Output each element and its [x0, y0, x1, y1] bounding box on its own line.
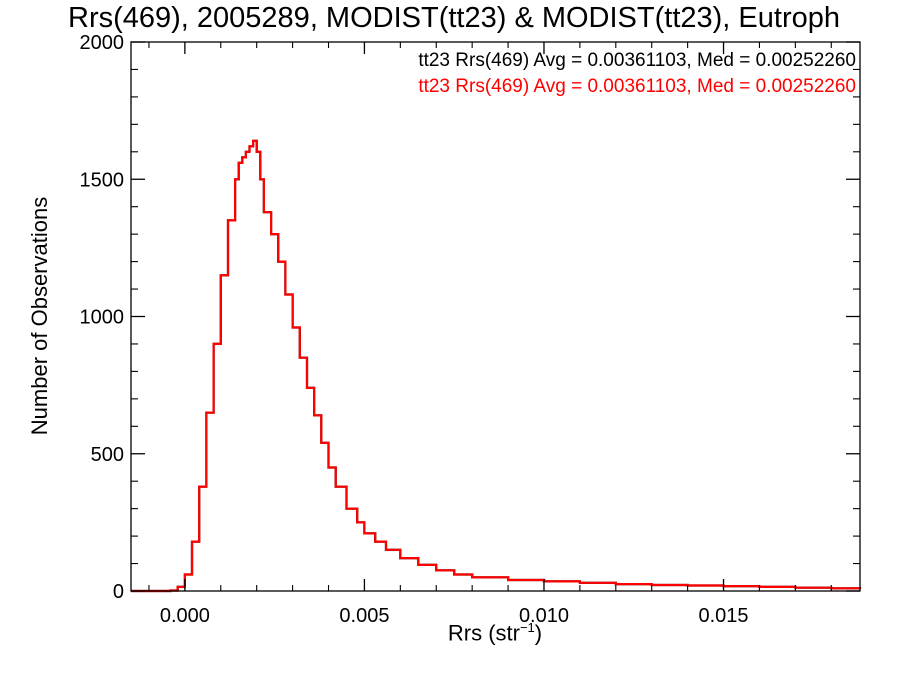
x-axis-label-text: Rrs (str — [447, 620, 520, 646]
y-tick-label-1: 500 — [91, 444, 124, 466]
series-layer — [131, 139, 862, 593]
y-tick-label-3: 1500 — [80, 169, 125, 191]
series-line-1 — [131, 139, 862, 593]
x-axis-label: Rrs (str−1) — [448, 620, 542, 646]
legend-entry-black: tt23 Rrs(469) Avg = 0.00361103, Med = 0.… — [418, 50, 856, 71]
x-tick-label-3: 0.015 — [699, 605, 749, 627]
y-tick-label-2: 1000 — [80, 307, 125, 329]
y-tick-label-4: 2000 — [80, 32, 125, 54]
chart-title: Rrs(469), 2005289, MODIST(tt23) & MODIST… — [68, 2, 840, 34]
x-tick-label-1: 0.005 — [339, 605, 389, 627]
y-axis-label: Number of Observations — [27, 196, 52, 436]
x-axis-label-superscript: −1 — [519, 620, 535, 635]
plot-frame — [130, 41, 861, 592]
y-tick-label-0: 0 — [113, 581, 124, 603]
x-tick-label-2: 0.010 — [519, 605, 569, 627]
x-tick-label-0: 0.000 — [160, 605, 210, 627]
series-line-0 — [131, 139, 862, 593]
legend-entry-red: tt23 Rrs(469) Avg = 0.00361103, Med = 0.… — [418, 76, 856, 97]
x-axis-label-close: ) — [534, 620, 543, 646]
axis-layer: 0.000 0.005 0.010 0.015 0 500 1000 1500 2000 — [80, 32, 860, 627]
